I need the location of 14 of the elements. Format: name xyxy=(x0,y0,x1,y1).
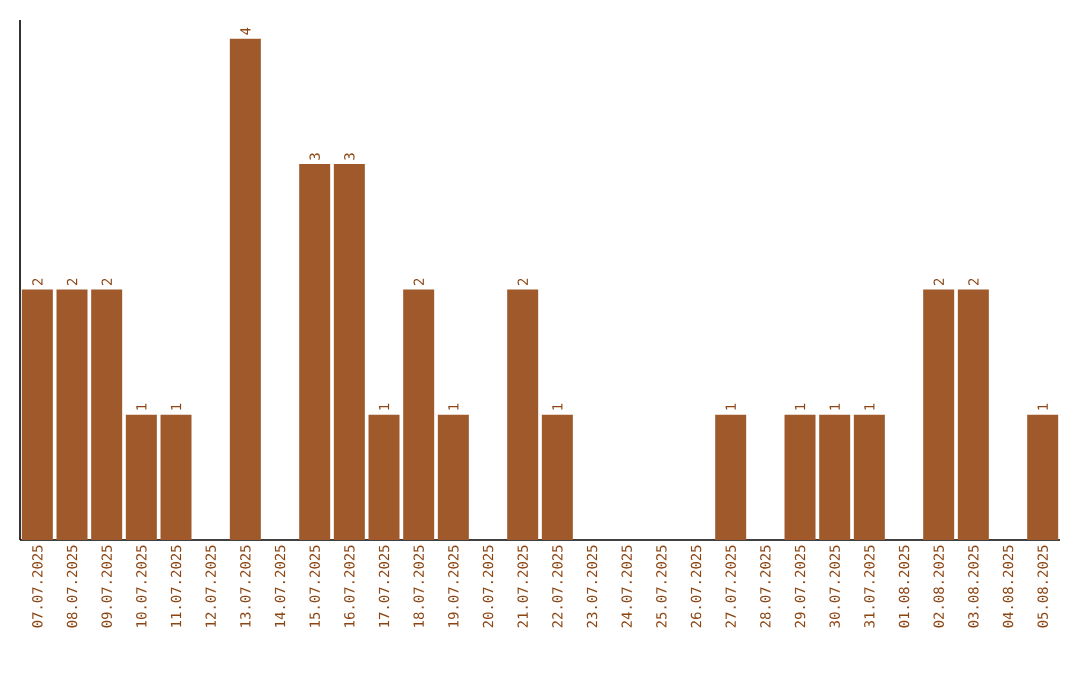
bar xyxy=(541,414,573,540)
bar xyxy=(437,414,469,540)
bar xyxy=(1027,414,1059,540)
bar xyxy=(229,38,261,540)
bar xyxy=(957,289,989,540)
bar xyxy=(715,414,747,540)
bar xyxy=(125,414,157,540)
bar xyxy=(923,289,955,540)
bar xyxy=(160,414,192,540)
bar xyxy=(507,289,539,540)
bar xyxy=(21,289,53,540)
bar xyxy=(333,164,365,540)
bar xyxy=(299,164,331,540)
bar xyxy=(853,414,885,540)
